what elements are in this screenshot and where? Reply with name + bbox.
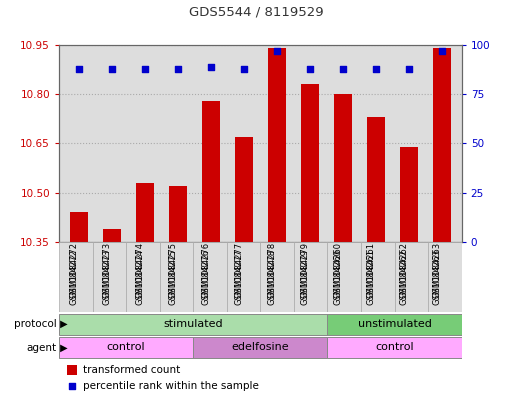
Text: control: control — [376, 342, 414, 353]
Text: GSM1084277: GSM1084277 — [235, 249, 244, 305]
Bar — [193, 242, 227, 312]
Point — [306, 66, 314, 72]
Text: GSM1084273: GSM1084273 — [103, 249, 112, 305]
Bar — [70, 212, 88, 242]
Text: GSM1084278: GSM1084278 — [268, 249, 277, 305]
Bar — [433, 48, 451, 242]
Bar — [59, 242, 92, 312]
Bar — [301, 84, 319, 242]
Bar — [334, 94, 352, 242]
Bar — [193, 337, 327, 358]
Bar — [103, 229, 121, 242]
Point — [75, 66, 83, 72]
Text: GSM1084272: GSM1084272 — [70, 249, 79, 305]
Bar — [361, 242, 394, 312]
Point — [108, 66, 116, 72]
Text: agent: agent — [26, 343, 56, 353]
Text: GSM1084261: GSM1084261 — [367, 242, 376, 298]
Bar — [400, 147, 418, 242]
Text: GSM1084275: GSM1084275 — [169, 242, 178, 298]
Point — [405, 66, 413, 72]
Point — [68, 383, 76, 389]
Text: GSM1084276: GSM1084276 — [202, 249, 211, 305]
Text: percentile rank within the sample: percentile rank within the sample — [83, 381, 259, 391]
Bar — [367, 117, 385, 242]
Text: ▶: ▶ — [57, 343, 68, 353]
Text: GSM1084260: GSM1084260 — [334, 242, 343, 298]
Text: GSM1084262: GSM1084262 — [400, 242, 409, 298]
Bar — [235, 137, 253, 242]
Text: GSM1084277: GSM1084277 — [235, 242, 244, 298]
Text: GDS5544 / 8119529: GDS5544 / 8119529 — [189, 6, 324, 19]
Text: protocol: protocol — [14, 319, 56, 329]
Bar — [268, 48, 286, 242]
Bar — [59, 314, 327, 335]
Text: GSM1084275: GSM1084275 — [169, 249, 178, 305]
Bar — [67, 365, 77, 375]
Text: GSM1084262: GSM1084262 — [400, 249, 409, 305]
Bar — [260, 242, 294, 312]
Point — [438, 48, 446, 54]
Text: GSM1084274: GSM1084274 — [136, 249, 145, 305]
Text: GSM1084272: GSM1084272 — [70, 242, 79, 298]
Text: GSM1084274: GSM1084274 — [136, 242, 145, 298]
Text: edelfosine: edelfosine — [231, 342, 289, 353]
Text: GSM1084260: GSM1084260 — [334, 249, 343, 305]
Text: unstimulated: unstimulated — [358, 319, 431, 329]
Point — [240, 66, 248, 72]
Text: stimulated: stimulated — [164, 319, 223, 329]
Bar — [394, 242, 428, 312]
Bar — [169, 186, 187, 242]
Bar — [136, 183, 154, 242]
Text: GSM1084279: GSM1084279 — [301, 242, 310, 298]
Text: GSM1084279: GSM1084279 — [301, 249, 310, 305]
Bar — [428, 242, 462, 312]
Bar — [160, 242, 193, 312]
Point — [372, 66, 380, 72]
Text: GSM1084278: GSM1084278 — [268, 242, 277, 298]
Text: GSM1084276: GSM1084276 — [202, 242, 211, 298]
Bar — [327, 314, 462, 335]
Bar — [126, 242, 160, 312]
Point — [141, 66, 149, 72]
Bar — [227, 242, 260, 312]
Text: GSM1084263: GSM1084263 — [433, 242, 442, 298]
Bar — [327, 337, 462, 358]
Text: GSM1084273: GSM1084273 — [103, 242, 112, 298]
Bar — [294, 242, 327, 312]
Text: GSM1084261: GSM1084261 — [367, 249, 376, 305]
Bar — [92, 242, 126, 312]
Bar — [59, 337, 193, 358]
Point — [339, 66, 347, 72]
Text: GSM1084263: GSM1084263 — [433, 249, 442, 305]
Text: ▶: ▶ — [57, 319, 68, 329]
Point — [207, 64, 215, 70]
Bar — [327, 242, 361, 312]
Point — [273, 48, 281, 54]
Text: transformed count: transformed count — [83, 365, 181, 375]
Text: control: control — [107, 342, 145, 353]
Bar — [202, 101, 220, 242]
Point — [174, 66, 182, 72]
